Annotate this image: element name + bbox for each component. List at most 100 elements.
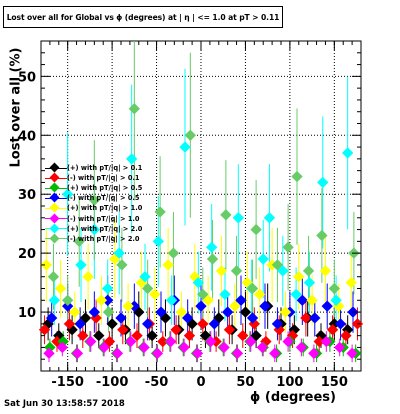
data-point-series-1 (313, 335, 325, 348)
x-axis-title: ϕ (degrees) (250, 390, 336, 405)
data-point-series-3 (321, 300, 333, 312)
data-point-series-7 (291, 170, 303, 183)
data-point-series-3 (334, 318, 347, 330)
data-point-series-6 (139, 271, 151, 283)
data-point-series-7 (47, 271, 60, 283)
legend-label: (+) with pT/|q| > 0.5 (67, 184, 143, 193)
data-point-series-4 (279, 306, 292, 318)
legend: (+) with pT/|q| > 0.1 (-) with pT/|q| > 0… (45, 162, 163, 244)
legend-entry: (-) with pT/|q| > 2.0 (45, 233, 163, 244)
legend-entry: (+) with pT/|q| > 1.0 (45, 202, 163, 213)
data-point-series-6 (179, 141, 191, 153)
data-point-series-4 (175, 306, 188, 318)
data-point-series-5 (320, 335, 332, 348)
chart-title: Lost over all for Global vs ϕ (degrees) … (6, 12, 280, 22)
legend-entry: (-) with pT/|q| > 0.5 (45, 192, 163, 203)
data-point-series-6 (166, 294, 178, 306)
legend-label: (-) with pT/|q| > 0.1 (67, 174, 140, 183)
data-point-series-1 (38, 324, 51, 336)
data-point-series-6 (206, 241, 218, 253)
data-point-series-6 (192, 276, 204, 289)
data-point-series-7 (328, 282, 340, 295)
legend-marker (45, 192, 67, 203)
data-point-series-6 (263, 212, 276, 224)
data-point-series-5 (269, 347, 281, 359)
data-point-series-7 (230, 265, 243, 277)
data-point-series-5 (308, 347, 320, 359)
data-point-series-3 (182, 312, 194, 324)
data-point-series-6 (290, 288, 302, 301)
data-point-series-6 (330, 294, 342, 306)
x-tick-label: -50 (145, 375, 169, 390)
x-tick-label: -150 (51, 375, 84, 390)
legend-label: (-) with pT/|q| > 0.5 (67, 194, 140, 203)
data-point-series-6 (219, 288, 231, 301)
legend-marker (45, 233, 67, 244)
data-point-series-5 (245, 335, 257, 348)
data-point-series-7 (154, 206, 166, 218)
data-point-series-6 (126, 153, 138, 165)
data-point-series-7 (167, 247, 180, 259)
data-point-series-4 (293, 271, 305, 283)
data-point-series-6 (317, 176, 329, 189)
data-point-series-4 (40, 259, 52, 271)
data-point-series-6 (152, 235, 164, 248)
data-point-series-6 (303, 276, 316, 289)
data-point-series-3 (259, 300, 271, 312)
data-point-series-4 (149, 288, 161, 301)
legend-label: (-) with pT/|q| > 1.0 (67, 214, 140, 223)
legend-label: (-) with pT/|q| > 2.0 (67, 234, 140, 243)
data-point-series-5 (282, 335, 294, 348)
data-point-series-1 (197, 318, 209, 330)
data-point-series-7 (302, 265, 315, 277)
data-point-series-6 (342, 147, 354, 159)
data-point-series-3 (46, 312, 58, 324)
data-point-series-7 (220, 209, 232, 221)
y-tick-label: 40 (18, 129, 36, 144)
axis-ticks (41, 41, 361, 371)
data-point-series-4 (162, 259, 174, 271)
data-point-series-3 (142, 318, 154, 330)
legend-marker (45, 162, 67, 173)
data-point-series-4 (54, 282, 67, 295)
data-point-series-6 (48, 294, 60, 306)
legend-entry: (+) with pT/|q| > 2.0 (45, 223, 163, 234)
timestamp: Sat Jun 30 13:58:57 2018 (4, 399, 125, 409)
legend-label: (+) with pT/|q| > 0.1 (67, 164, 143, 173)
y-tick-label: 20 (18, 247, 36, 262)
tick-labels: -150 -100 -50 0 50 100 150 10 20 30 40 50 (18, 70, 348, 390)
data-point-series-7 (282, 241, 294, 253)
data-point-series-1 (326, 324, 339, 336)
data-point-series-3 (128, 300, 140, 312)
data-point-series-6 (232, 212, 244, 224)
data-point-series-7 (250, 223, 262, 236)
data-point-series-5 (231, 347, 244, 359)
legend-entry: (+) with pT/|q| > 0.5 (45, 182, 163, 193)
data-point-series-1 (157, 335, 169, 348)
x-tick-label: 100 (276, 375, 303, 390)
y-tick-label: 10 (18, 306, 36, 321)
legend-marker (45, 182, 67, 193)
x-tick-label: 150 (321, 375, 348, 390)
data-point-series-5 (205, 335, 217, 348)
data-point-series-3 (271, 318, 284, 330)
data-point-series-7 (184, 129, 196, 141)
y-axis-title: Lost over all (%) (8, 47, 24, 168)
y-tick-label: 30 (18, 188, 36, 203)
data-point-series-3 (155, 306, 167, 318)
data-point-series-5 (178, 341, 190, 354)
data-point-series-1 (170, 324, 182, 336)
data-point-series-3 (208, 318, 220, 330)
data-point-series-5 (256, 341, 268, 354)
data-point-series-3 (309, 312, 321, 324)
data-point-series-4 (229, 300, 241, 312)
data-point-series-7 (271, 259, 284, 271)
data-point-series-3 (195, 300, 207, 312)
data-point-series-5 (346, 347, 358, 359)
legend-marker (45, 213, 67, 224)
data-point-series-5 (165, 335, 177, 348)
data-point-series-4 (345, 276, 357, 289)
legend-entry: (-) with pT/|q| > 1.0 (45, 213, 163, 223)
data-point-series-1 (237, 329, 249, 342)
